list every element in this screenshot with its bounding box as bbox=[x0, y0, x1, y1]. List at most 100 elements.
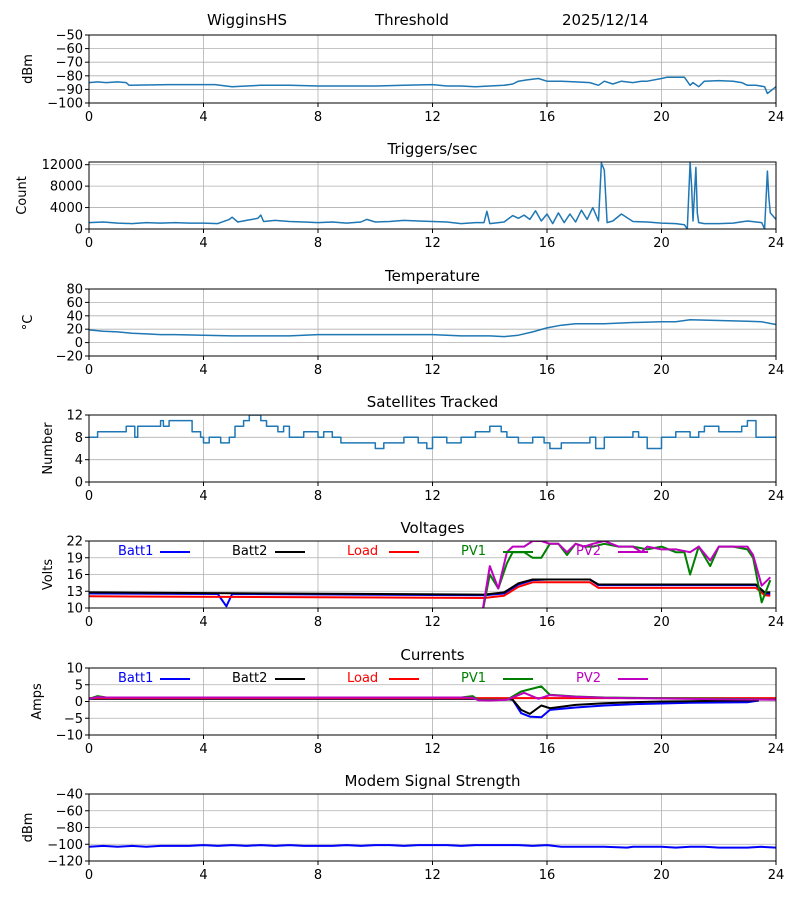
y-tick-label: −100 bbox=[47, 97, 83, 112]
y-axis-label: Volts bbox=[41, 559, 56, 591]
series-line-batt2 bbox=[89, 697, 759, 715]
y-tick-label: 20 bbox=[66, 323, 83, 338]
header-mode: Threshold bbox=[375, 11, 449, 29]
y-tick-label: −20 bbox=[56, 350, 83, 365]
x-tick-label: 20 bbox=[653, 615, 670, 630]
legend-label-batt2: Batt2 bbox=[232, 544, 267, 559]
series-line-temperature bbox=[89, 319, 776, 338]
y-tick-label: −60 bbox=[56, 804, 83, 819]
x-tick-label: 0 bbox=[85, 868, 93, 883]
legend-label-load: Load bbox=[347, 544, 378, 559]
y-tick-label: 40 bbox=[66, 309, 83, 324]
x-tick-label: 16 bbox=[539, 110, 556, 125]
legend-label-load: Load bbox=[347, 671, 378, 686]
x-tick-label: 4 bbox=[199, 489, 207, 504]
chart-modem: Modem Signal Strength 0 4 8 12 16 20 24 −40−60 −8… bbox=[21, 772, 784, 883]
x-tick-label: 4 bbox=[199, 236, 207, 251]
chart-title: Modem Signal Strength bbox=[345, 772, 521, 790]
series-line-satellites bbox=[89, 415, 776, 450]
y-tick-label: −5 bbox=[64, 712, 83, 727]
y-tick-label: −100 bbox=[47, 838, 83, 853]
x-tick-label: 12 bbox=[424, 868, 441, 883]
x-tick-label: 24 bbox=[768, 363, 785, 378]
y-tick-label: 60 bbox=[66, 296, 83, 311]
legend-label-batt1: Batt1 bbox=[118, 671, 153, 686]
chart-triggers: Triggers/sec 0 4 8 12 16 20 24 0 4000 8000 12000 Cou… bbox=[15, 140, 784, 251]
x-tick-label: 0 bbox=[85, 110, 93, 125]
y-axis-label: Count bbox=[15, 176, 30, 215]
x-tick-label: 0 bbox=[85, 489, 93, 504]
legend-label-pv1: PV1 bbox=[461, 671, 486, 686]
x-tick-label: 20 bbox=[653, 363, 670, 378]
x-tick-label: 20 bbox=[653, 110, 670, 125]
y-tick-label: 8 bbox=[75, 431, 83, 446]
y-tick-label: −60 bbox=[56, 42, 83, 57]
x-tick-label: 8 bbox=[314, 110, 322, 125]
x-tick-label: 16 bbox=[539, 615, 556, 630]
series-line-threshold bbox=[89, 76, 776, 95]
x-tick-label: 0 bbox=[85, 742, 93, 757]
y-tick-label: −50 bbox=[56, 29, 83, 44]
chart-satellites: Satellites Tracked 0 4 8 12 16 20 24 12 8 4 0 Number bbox=[41, 393, 784, 504]
series-line-modem bbox=[89, 844, 776, 849]
y-axis-label: dBm bbox=[21, 54, 36, 84]
y-tick-label: 4000 bbox=[50, 201, 83, 216]
y-tick-label: 0 bbox=[75, 336, 83, 351]
x-tick-label: 8 bbox=[314, 236, 322, 251]
legend-label-pv2: PV2 bbox=[576, 671, 601, 686]
y-tick-label: 0 bbox=[75, 223, 83, 238]
series-line-triggers bbox=[89, 162, 776, 229]
y-tick-label: 12000 bbox=[42, 158, 83, 173]
x-tick-label: 20 bbox=[653, 868, 670, 883]
y-tick-label: 10 bbox=[66, 602, 83, 617]
x-tick-label: 12 bbox=[424, 615, 441, 630]
legend-label-batt2: Batt2 bbox=[232, 671, 267, 686]
x-tick-label: 24 bbox=[768, 868, 785, 883]
legend-label-batt1: Batt1 bbox=[118, 544, 153, 559]
x-tick-label: 24 bbox=[768, 110, 785, 125]
x-tick-label: 12 bbox=[424, 363, 441, 378]
y-tick-label: −80 bbox=[56, 69, 83, 84]
x-tick-label: 4 bbox=[199, 868, 207, 883]
header-station: WigginsHS bbox=[207, 11, 288, 29]
x-tick-label: 0 bbox=[85, 236, 93, 251]
series-line-pv2 bbox=[89, 691, 776, 702]
chart-threshold: 0 4 8 12 16 20 24 −50−60−70−80−90−100 dBm bbox=[21, 29, 784, 126]
x-tick-label: 24 bbox=[768, 615, 785, 630]
y-tick-label: 0 bbox=[75, 476, 83, 491]
y-tick-label: 8000 bbox=[50, 180, 83, 195]
x-tick-label: 8 bbox=[314, 489, 322, 504]
x-tick-label: 12 bbox=[424, 742, 441, 757]
y-tick-label: 0 bbox=[75, 695, 83, 710]
chart-title: Triggers/sec bbox=[387, 140, 478, 158]
y-tick-label: −90 bbox=[56, 83, 83, 98]
x-tick-label: 16 bbox=[539, 236, 556, 251]
x-tick-label: 16 bbox=[539, 742, 556, 757]
x-tick-label: 12 bbox=[424, 110, 441, 125]
x-tick-label: 20 bbox=[653, 489, 670, 504]
y-tick-label: −120 bbox=[47, 855, 83, 870]
x-tick-label: 4 bbox=[199, 615, 207, 630]
y-tick-label: 4 bbox=[75, 453, 83, 468]
x-tick-label: 12 bbox=[424, 236, 441, 251]
x-tick-label: 20 bbox=[653, 742, 670, 757]
y-tick-label: −70 bbox=[56, 56, 83, 71]
x-tick-label: 20 bbox=[653, 236, 670, 251]
y-tick-label: 16 bbox=[66, 568, 83, 583]
x-tick-label: 16 bbox=[539, 868, 556, 883]
header-date: 2025/12/14 bbox=[562, 11, 649, 29]
series-line-pv2 bbox=[482, 541, 771, 608]
y-tick-label: 5 bbox=[75, 678, 83, 693]
y-axis-label: Number bbox=[41, 422, 56, 475]
x-tick-label: 16 bbox=[539, 363, 556, 378]
x-tick-label: 16 bbox=[539, 489, 556, 504]
y-axis-label: dBm bbox=[21, 813, 36, 843]
y-tick-label: −40 bbox=[56, 788, 83, 803]
y-tick-label: 19 bbox=[66, 551, 83, 566]
chart-title: Satellites Tracked bbox=[367, 393, 498, 411]
chart-title: Voltages bbox=[400, 519, 464, 537]
x-tick-label: 8 bbox=[314, 868, 322, 883]
